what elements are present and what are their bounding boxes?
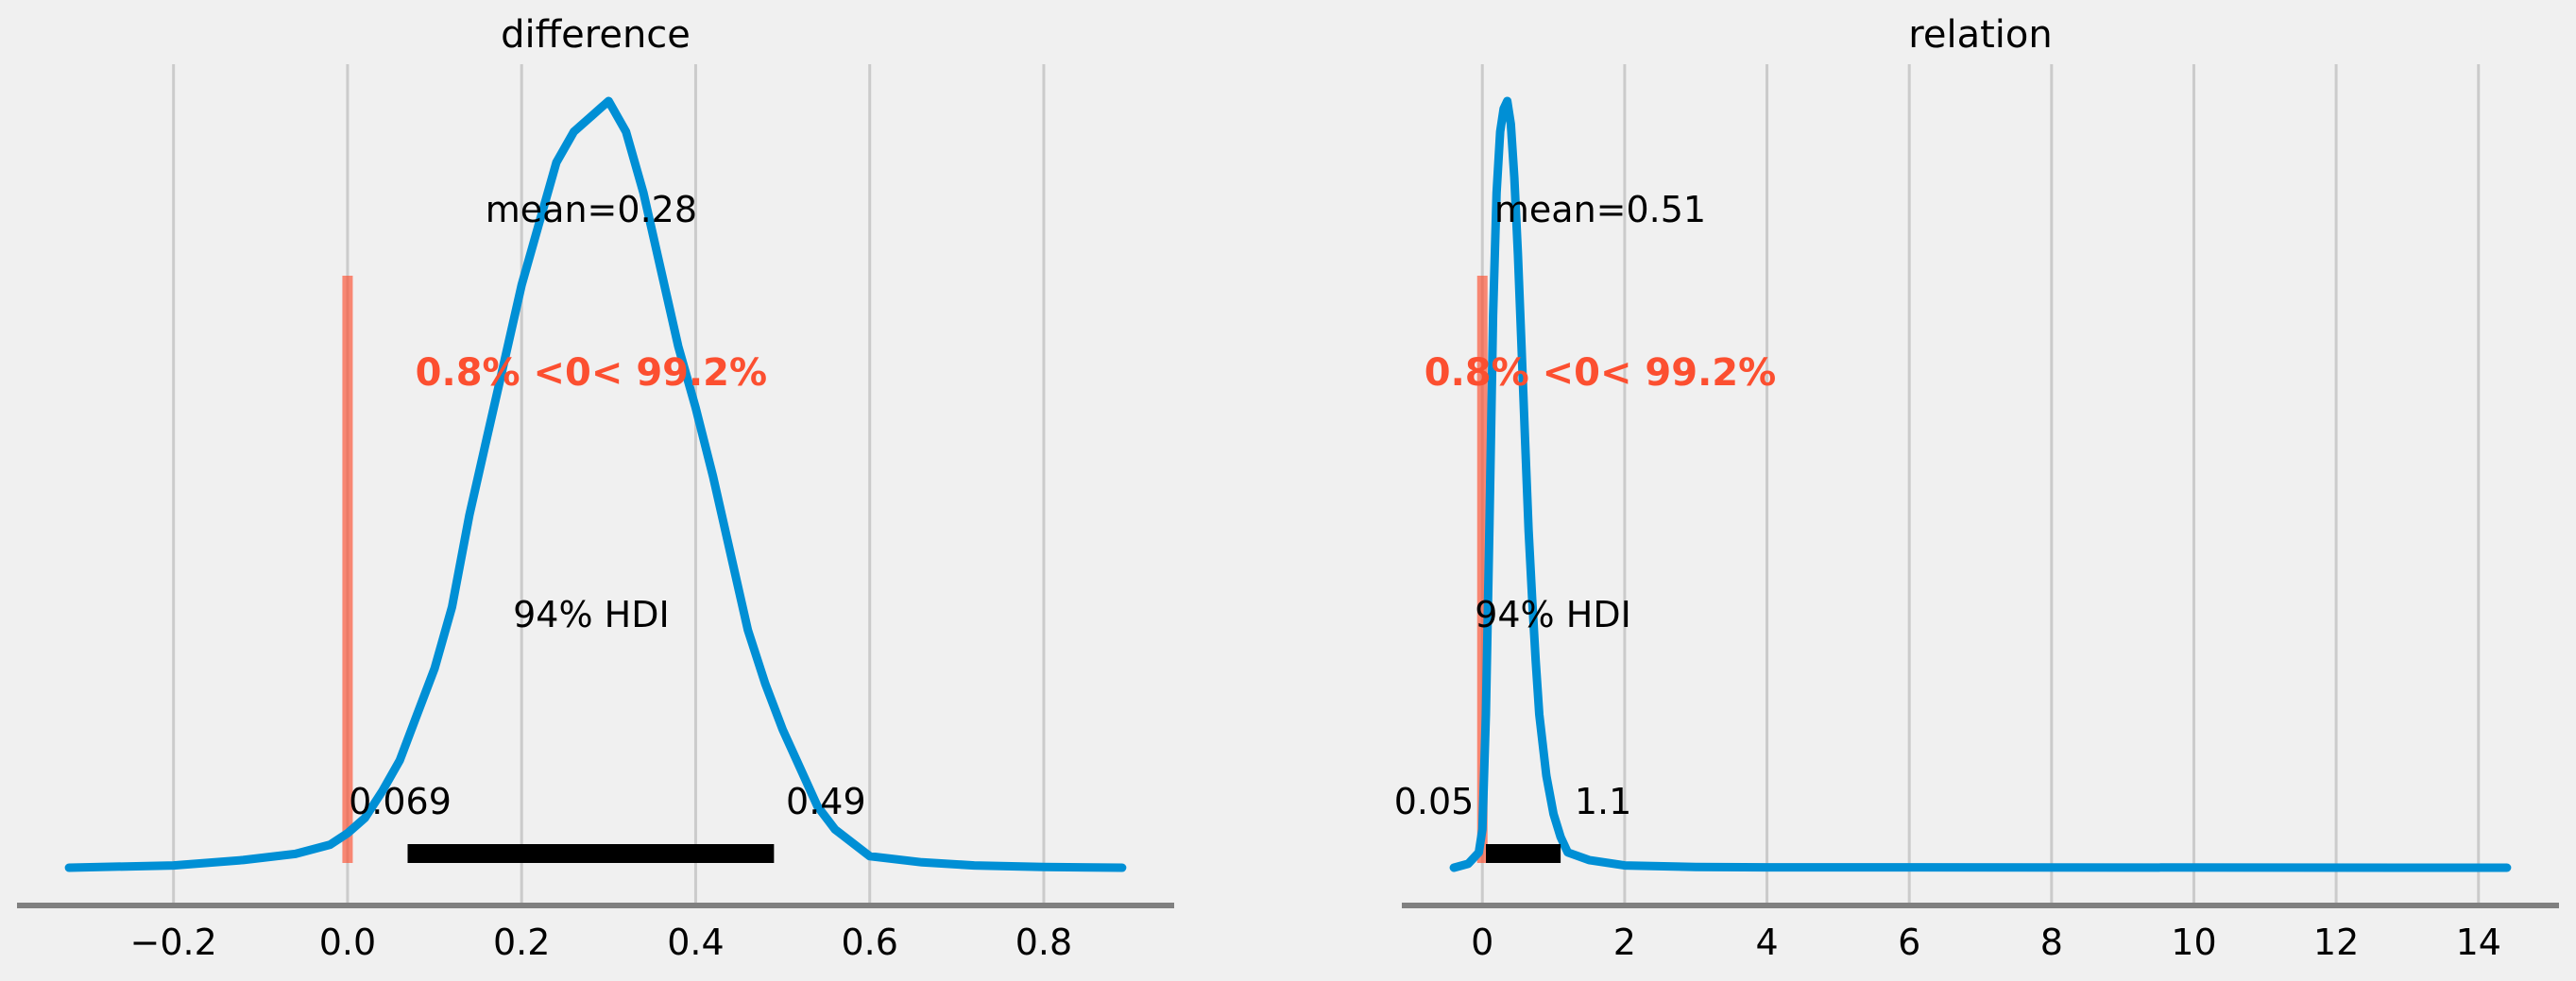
hdi-label: 94% HDI: [513, 594, 670, 635]
difference-panel: −0.2 0.0 0.2 0.4 0.6 0.8 difference mean=0.28…: [17, 13, 1174, 963]
hdi-high-label: 1.1: [1575, 781, 1631, 822]
panel-title: relation: [1908, 13, 2052, 57]
x-tick-labels: 0 2 4 6 8 10 12 14: [1471, 922, 2501, 963]
x-tick-labels: −0.2 0.0 0.2 0.4 0.6 0.8: [130, 922, 1073, 963]
x-tick-label: 0.4: [667, 922, 724, 963]
panel-title: difference: [501, 13, 691, 57]
density-curve: [64, 96, 1127, 872]
x-tick-label: 10: [2171, 922, 2216, 963]
hdi-low-label: 0.05: [1394, 781, 1475, 822]
x-tick-label: −0.2: [130, 922, 217, 963]
x-tick-label: 14: [2456, 922, 2501, 963]
x-tick-label: 4: [1755, 922, 1778, 963]
x-tick-label: 2: [1613, 922, 1636, 963]
x-tick-label: 0.0: [319, 922, 376, 963]
x-tick-label: 0.2: [493, 922, 550, 963]
x-tick-label: 0.8: [1015, 922, 1072, 963]
x-grid-lines: [172, 64, 1046, 905]
relation-panel: 0 2 4 6 8 10 12 14 relation mean=0.51 0.8% <0< …: [1394, 13, 2559, 963]
x-tick-label: 0: [1471, 922, 1493, 963]
x-tick-label: 12: [2313, 922, 2359, 963]
x-tick-label: 6: [1898, 922, 1920, 963]
density-curve: [1449, 96, 2512, 872]
hdi-label: 94% HDI: [1475, 594, 1631, 635]
reference-label: 0.8% <0< 99.2%: [416, 351, 767, 395]
mean-label: mean=0.28: [486, 189, 697, 230]
x-tick-label: 0.6: [841, 922, 897, 963]
hdi-low-label: 0.069: [349, 781, 452, 822]
hdi-high-label: 0.49: [786, 781, 866, 822]
x-tick-label: 8: [2040, 922, 2063, 963]
reference-label: 0.8% <0< 99.2%: [1424, 351, 1776, 395]
mean-label: mean=0.51: [1494, 189, 1706, 230]
